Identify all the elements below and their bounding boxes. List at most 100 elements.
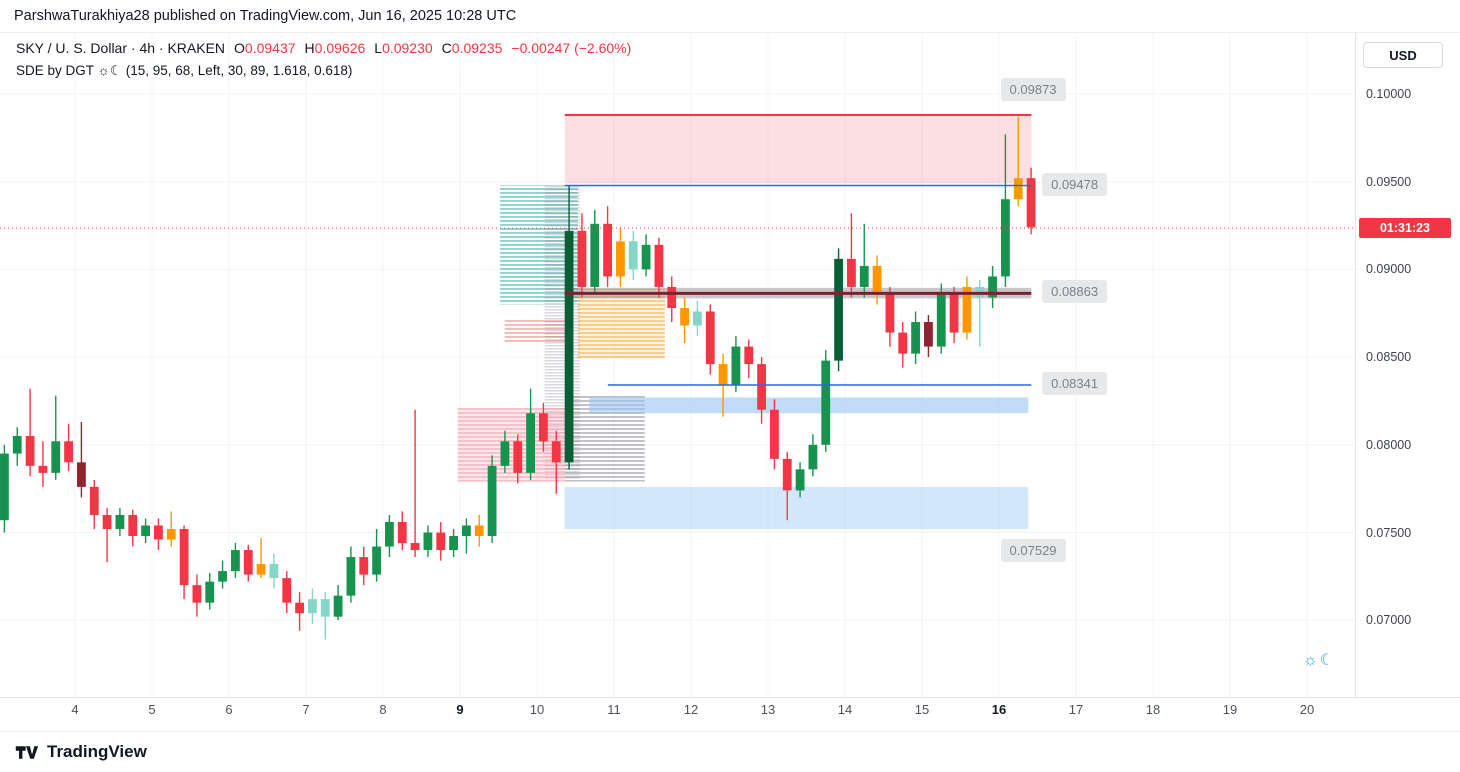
candle: [885, 286, 895, 347]
candle: [89, 479, 99, 529]
candle: [667, 276, 677, 323]
candle: [269, 553, 279, 589]
price-axis[interactable]: [1355, 33, 1460, 697]
candle: [705, 304, 715, 375]
ohlc-close-key: C: [441, 40, 452, 56]
candle: [539, 402, 548, 452]
candle: [295, 592, 304, 631]
candle: [385, 514, 394, 558]
candle: [911, 311, 920, 365]
candle: [924, 315, 933, 358]
candle: [179, 525, 189, 600]
candle: [141, 518, 150, 544]
candle: [513, 434, 523, 484]
candle: [526, 388, 535, 480]
ohlc-open-value: 0.09437: [244, 40, 296, 56]
sun-moon-icon: ☼☾: [1303, 652, 1337, 669]
candle: [782, 451, 792, 521]
candle: [436, 521, 446, 561]
indicator-title[interactable]: SDE by DGT ☼☾ (15, 95, 68, Left, 30, 89,…: [16, 63, 353, 78]
chart-legend: SKY / U. S. Dollar · 4h · KRAKEN O0.0943…: [16, 40, 631, 79]
brand-name[interactable]: TradingView: [47, 742, 147, 761]
candle: [962, 276, 972, 340]
ohlc-close-value: 0.09235: [451, 40, 503, 56]
candle: [590, 209, 600, 294]
candle: [680, 297, 689, 344]
brand-bar: TradingView: [0, 731, 1460, 772]
candle: [693, 300, 702, 337]
candle: [795, 462, 805, 498]
candle: [423, 525, 433, 558]
currency-button[interactable]: USD: [1363, 42, 1443, 68]
candle: [628, 230, 638, 280]
symbol-row: SKY / U. S. Dollar · 4h · KRAKEN O0.0943…: [16, 40, 631, 56]
price-change: −0.00247 (−2.60%): [511, 40, 632, 56]
candle: [975, 279, 985, 347]
candle: [51, 395, 61, 480]
candle: [872, 255, 882, 305]
candle: [859, 223, 869, 298]
candle: [654, 237, 664, 298]
symbol-title[interactable]: SKY / U. S. Dollar · 4h · KRAKEN: [16, 40, 226, 56]
candle: [731, 336, 741, 393]
candle: [616, 227, 625, 287]
candle: [936, 283, 946, 354]
ohlc-open-key: O: [234, 40, 245, 56]
candle: [282, 571, 292, 614]
candle: [308, 588, 317, 624]
candle: [12, 427, 22, 466]
candle: [38, 441, 48, 487]
candle: [847, 213, 856, 298]
candle: [1013, 116, 1023, 207]
ohlc-high-key: H: [304, 40, 315, 56]
candle: [77, 421, 86, 498]
tradingview-logo-icon[interactable]: [14, 740, 39, 765]
candle: [808, 434, 818, 477]
candle: [243, 544, 253, 582]
candle: [0, 444, 9, 533]
candle: [372, 528, 381, 582]
candle: [410, 409, 420, 558]
ohlc-low-key: L: [374, 40, 383, 56]
candle: [102, 507, 112, 563]
candle: [449, 528, 458, 558]
publication-text: ParshwaTurakhiya28 published on TradingV…: [14, 8, 517, 24]
candle: [346, 546, 356, 603]
candle: [641, 234, 651, 277]
candle: [757, 357, 766, 424]
candle: [25, 388, 35, 477]
candle: [115, 507, 125, 537]
candle: [577, 213, 587, 298]
candle: [1026, 167, 1036, 235]
candle: [474, 514, 484, 547]
candle: [821, 350, 831, 452]
zone-blue-band-upper: [589, 397, 1029, 414]
zone-supply: [564, 115, 1032, 184]
candle: [205, 572, 215, 610]
candle: [744, 339, 754, 379]
candle: [231, 543, 240, 579]
ohlc-close: C0.09235: [442, 40, 503, 56]
candle: [218, 560, 227, 589]
ohlc-low: L0.09230: [374, 40, 432, 56]
time-axis[interactable]: [0, 697, 1460, 732]
zone-orange-volume-profile: [577, 288, 665, 359]
ohlc-low-value: 0.09230: [382, 40, 433, 56]
candle: [320, 592, 330, 640]
candle: [603, 206, 612, 287]
candle: [192, 574, 202, 617]
ohlc-high: H0.09626: [305, 40, 366, 56]
zone-pink-hatch: [457, 407, 565, 482]
publication-bar: ParshwaTurakhiya28 published on TradingV…: [0, 0, 1460, 33]
candle: [166, 511, 176, 547]
candle: [64, 423, 73, 472]
candle: [988, 265, 997, 308]
candle: [551, 430, 561, 494]
candle: [256, 537, 266, 579]
candle: [462, 518, 471, 554]
candle: [128, 509, 138, 547]
candle: [898, 322, 908, 368]
candle: [770, 399, 779, 470]
